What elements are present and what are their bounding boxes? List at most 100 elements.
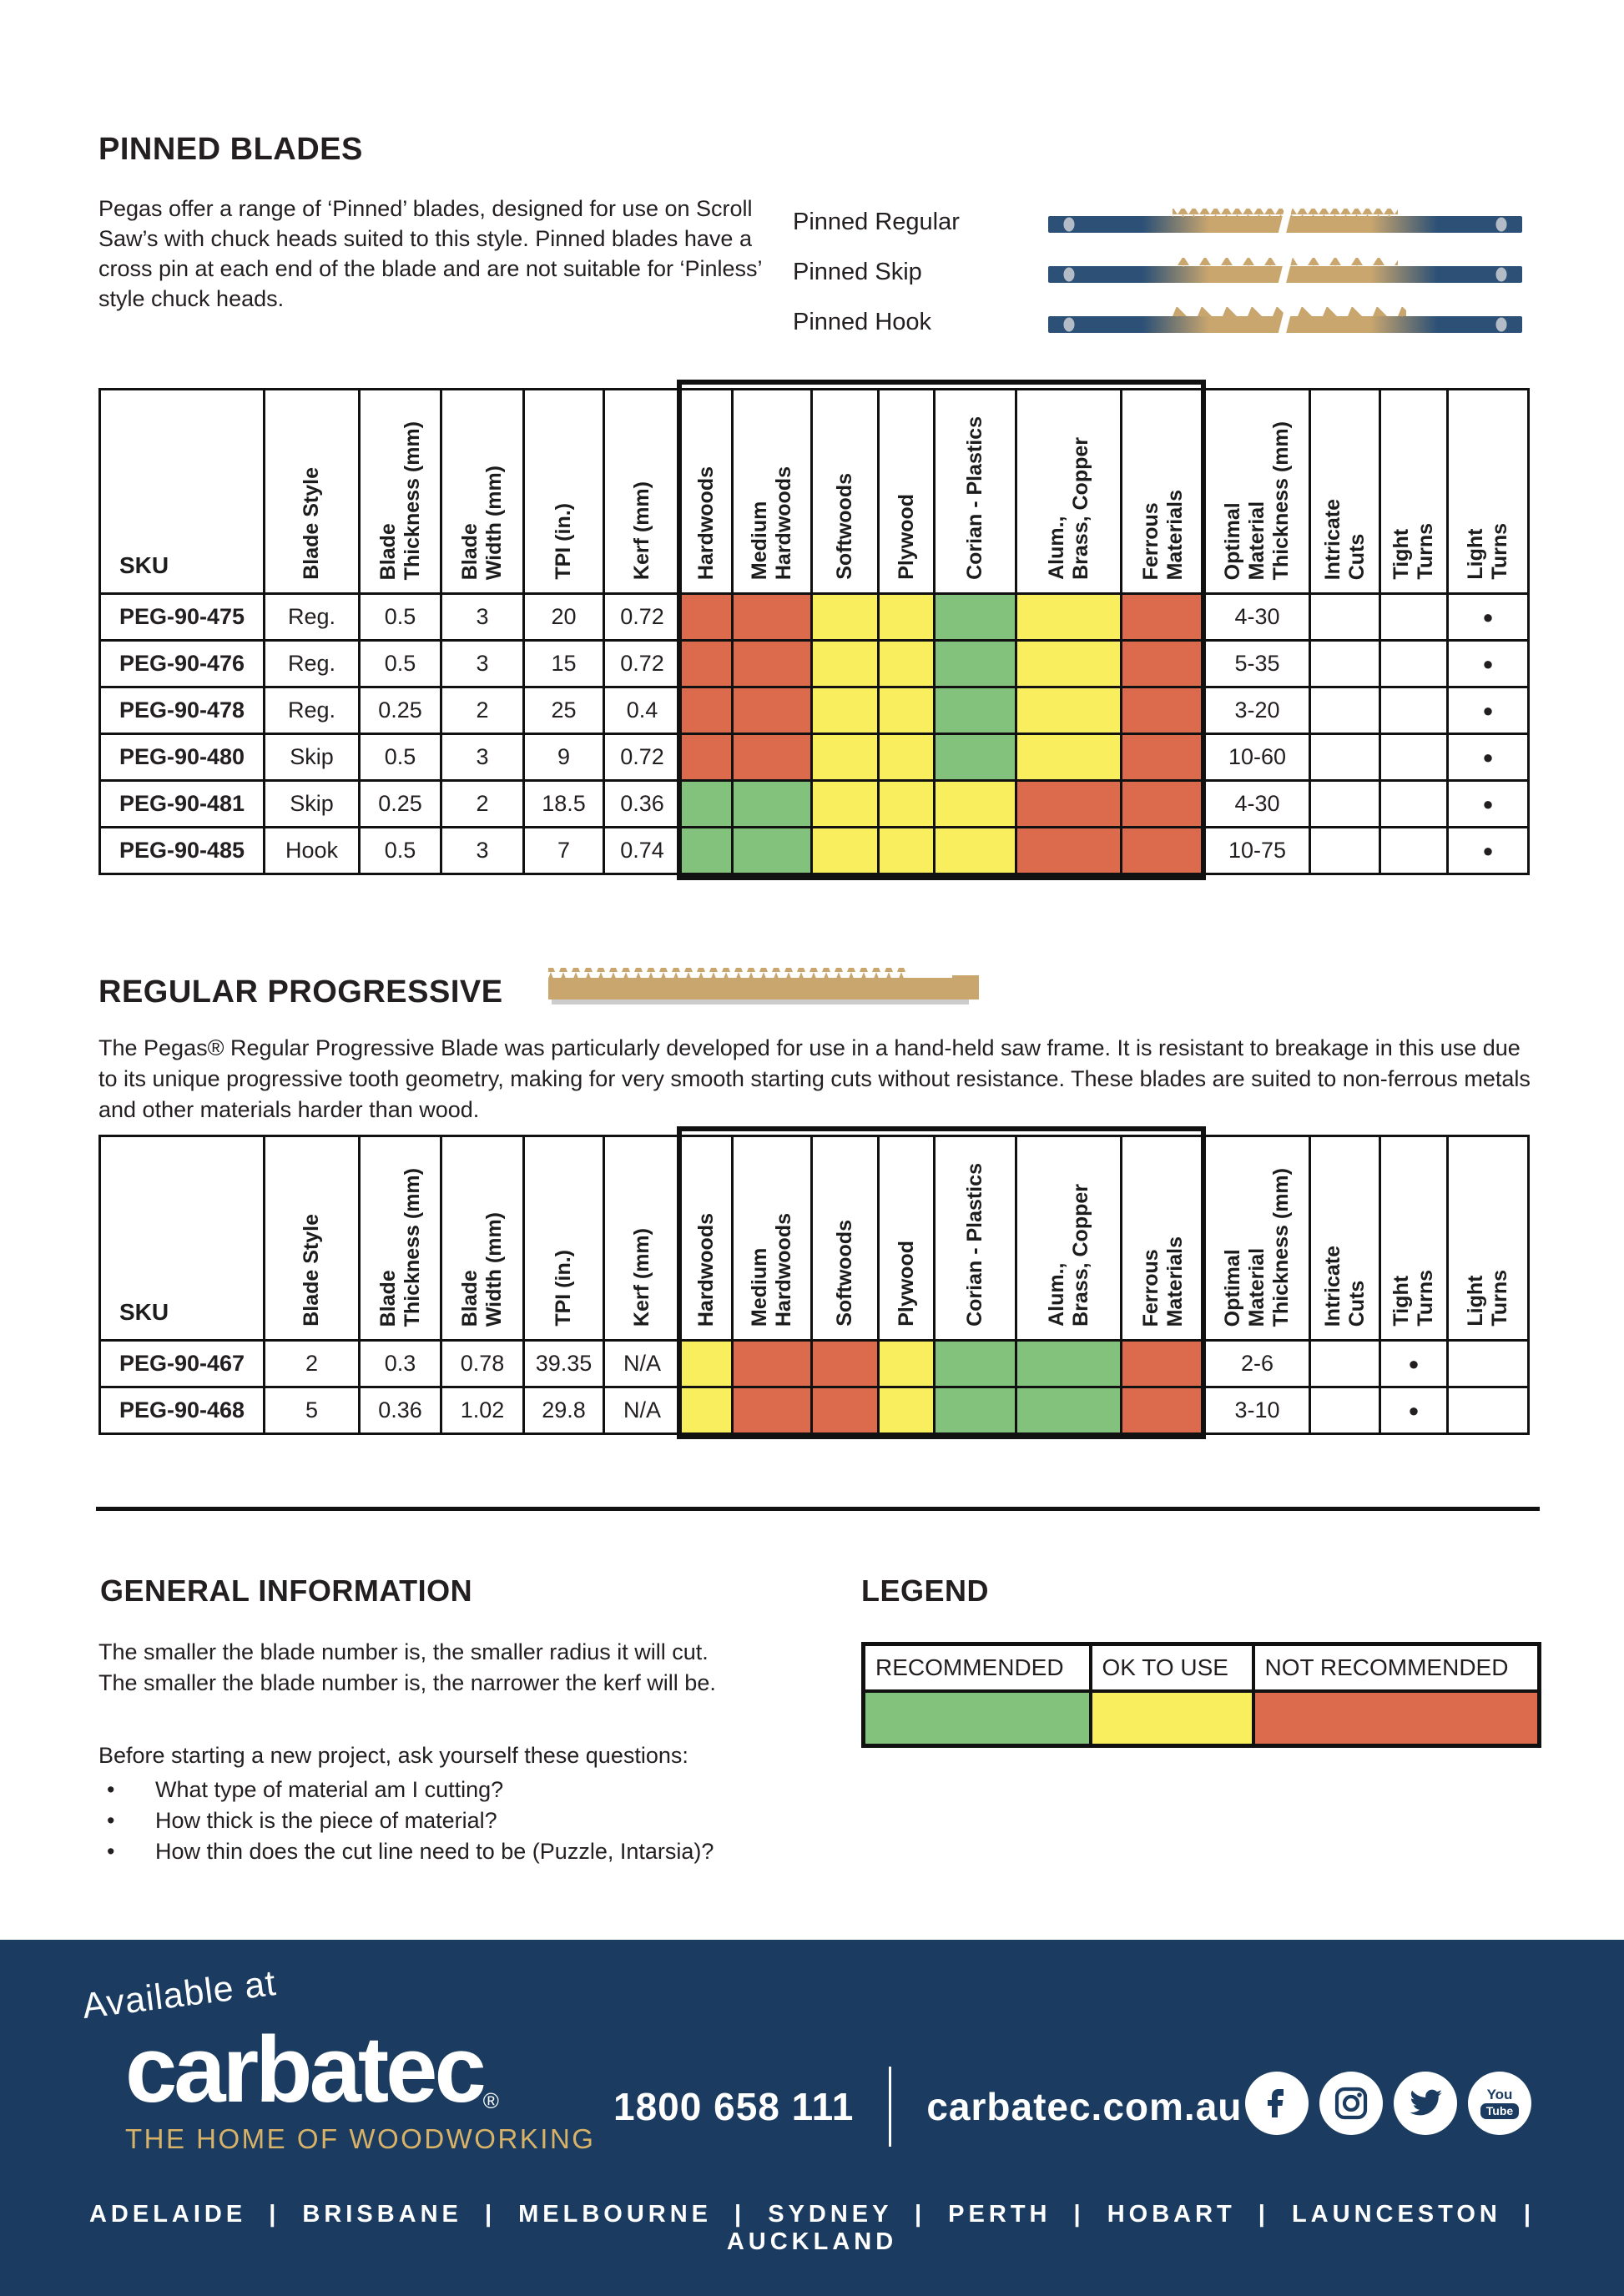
width-cell: 1.02: [440, 1386, 525, 1435]
material-cell: [877, 1386, 936, 1435]
blade-sample-row: Pinned Hook: [793, 297, 1536, 347]
tpi-cell: 15: [522, 639, 605, 688]
material-cell: [1120, 686, 1206, 735]
material-cell: [810, 1386, 880, 1435]
material-cell: [933, 733, 1017, 782]
intricate-cuts-cell: [1309, 686, 1381, 735]
bullet-item: • How thick is the piece of material?: [107, 1808, 497, 1834]
legend-title: LEGEND: [861, 1573, 990, 1608]
thickness-cell: 0.5: [358, 639, 442, 688]
width-cell: 3: [440, 826, 525, 875]
material-cell: [1120, 1339, 1206, 1388]
social-icons: You Tube: [1245, 2072, 1531, 2135]
legend-swatch-ok-to-use: [1088, 1689, 1255, 1748]
tpi-cell: 39.35: [522, 1339, 605, 1388]
bullet-item: • How thin does the cut line need to be (…: [107, 1839, 714, 1865]
material-cell: [731, 592, 813, 642]
style-cell: Skip: [263, 733, 361, 782]
twitter-icon[interactable]: [1394, 2072, 1457, 2135]
instagram-icon[interactable]: [1319, 2072, 1383, 2135]
bullet-icon: •: [107, 1777, 115, 1802]
table-row: PEG-90-467 2 0.3 0.78 39.35 N/A 2-6 ●: [98, 1339, 1530, 1388]
header-tpi: TPI (in.): [522, 388, 605, 595]
material-cell: [933, 592, 1017, 642]
table-row: PEG-90-481 Skip 0.25 2 18.5 0.36 4-30: [98, 779, 1530, 828]
material-cell: [1015, 592, 1122, 642]
brand-tagline: THE HOME OF WOODWORKING: [125, 2123, 596, 2154]
width-cell: 3: [440, 592, 525, 642]
thickness-cell: 0.3: [358, 1339, 442, 1388]
header-light-turns: Light Turns: [1446, 1135, 1530, 1342]
material-cell: [731, 1339, 813, 1388]
material-cell: [679, 779, 734, 828]
header-blade-thickness: Blade Thickness (mm): [358, 388, 442, 595]
legend-table: RECOMMENDED OK TO USE NOT RECOMMENDED: [861, 1642, 1541, 1748]
regular-progressive-title: REGULAR PROGRESSIVE: [98, 974, 503, 1010]
contact-block: 1800 658 111 carbatec.com.au: [613, 2061, 1242, 2152]
facebook-icon[interactable]: [1245, 2072, 1309, 2135]
light-turns-cell: ●: [1446, 639, 1530, 688]
header-hardwoods: Hardwoods: [679, 1135, 734, 1342]
phone-number: 1800 658 111: [613, 2085, 855, 2128]
material-cell: [731, 826, 813, 875]
header-ferrous-materials: Ferrous Materials: [1120, 1135, 1206, 1342]
general-info-intro: Before starting a new project, ask yours…: [98, 1743, 688, 1768]
light-turns-cell: ●: [1446, 733, 1530, 782]
material-cell: [679, 639, 734, 688]
width-cell: 3: [440, 639, 525, 688]
tight-turns-cell: [1379, 686, 1449, 735]
material-cell: [679, 1386, 734, 1435]
width-cell: 3: [440, 733, 525, 782]
footer: Available at carbatec® THE HOME OF WOODW…: [0, 1940, 1624, 2296]
header-softwoods: Softwoods: [810, 388, 880, 595]
light-turns-cell: [1446, 1339, 1530, 1388]
thickness-cell: 0.5: [358, 733, 442, 782]
material-cell: [731, 639, 813, 688]
youtube-icon[interactable]: You Tube: [1468, 2072, 1531, 2135]
blade-sample-row: Pinned Skip: [793, 247, 1536, 297]
table-header-row: SKU Blade Style Blade Thickness (mm) Bla…: [98, 1135, 1530, 1342]
table-row: PEG-90-485 Hook 0.5 3 7 0.74 10-75: [98, 826, 1530, 875]
header-blade-style: Blade Style: [263, 1135, 361, 1342]
progressive-table: SKU Blade Style Blade Thickness (mm) Bla…: [98, 1135, 1530, 1435]
legend-label: RECOMMENDED: [861, 1642, 1092, 1693]
material-cell: [810, 1339, 880, 1388]
material-cell: [731, 1386, 813, 1435]
table-header-row: SKU Blade Style Blade Thickness (mm) Bla…: [98, 388, 1530, 595]
header-plywood: Plywood: [877, 388, 936, 595]
header-blade-width: Blade Width (mm): [440, 388, 525, 595]
legend-label: NOT RECOMMENDED: [1251, 1642, 1541, 1693]
sku-cell: PEG-90-475: [98, 592, 265, 642]
tight-turns-cell: [1379, 779, 1449, 828]
header-alum-brass-copper: Alum., Brass, Copper: [1015, 388, 1122, 595]
table-row: PEG-90-478 Reg. 0.25 2 25 0.4 3-20: [98, 686, 1530, 735]
bullet-icon: •: [107, 1839, 115, 1864]
general-info-line: The smaller the blade number is, the sma…: [98, 1639, 709, 1664]
brand-name: carbatec: [125, 2017, 487, 2122]
style-cell: Skip: [263, 779, 361, 828]
material-cell: [933, 779, 1017, 828]
pinned-blade-samples: Pinned Regular Pinned Skip Pinned Hook: [793, 197, 1536, 347]
kerf-cell: 0.72: [603, 733, 682, 782]
blade-type-label: Pinned Regular: [793, 208, 960, 235]
bullet-text: How thin does the cut line need to be (P…: [155, 1839, 714, 1864]
header-blade-thickness: Blade Thickness (mm): [358, 1135, 442, 1342]
header-kerf: Kerf (mm): [603, 388, 682, 595]
website-link[interactable]: carbatec.com.au: [926, 2085, 1243, 2128]
thickness-cell: 0.5: [358, 592, 442, 642]
header-alum-brass-copper: Alum., Brass, Copper: [1015, 1135, 1122, 1342]
header-ferrous-materials: Ferrous Materials: [1120, 388, 1206, 595]
light-turns-cell: ●: [1446, 826, 1530, 875]
pinned-skip-blade-image: [1048, 256, 1522, 288]
material-cell: [933, 639, 1017, 688]
tpi-cell: 20: [522, 592, 605, 642]
material-cell: [679, 592, 734, 642]
pinned-blades-title: PINNED BLADES: [98, 132, 363, 167]
bullet-text: What type of material am I cutting?: [155, 1777, 504, 1802]
material-cell: [810, 826, 880, 875]
style-cell: Reg.: [263, 639, 361, 688]
table-row: PEG-90-475 Reg. 0.5 3 20 0.72 4-30: [98, 592, 1530, 642]
header-softwoods: Softwoods: [810, 1135, 880, 1342]
sku-cell: PEG-90-481: [98, 779, 265, 828]
